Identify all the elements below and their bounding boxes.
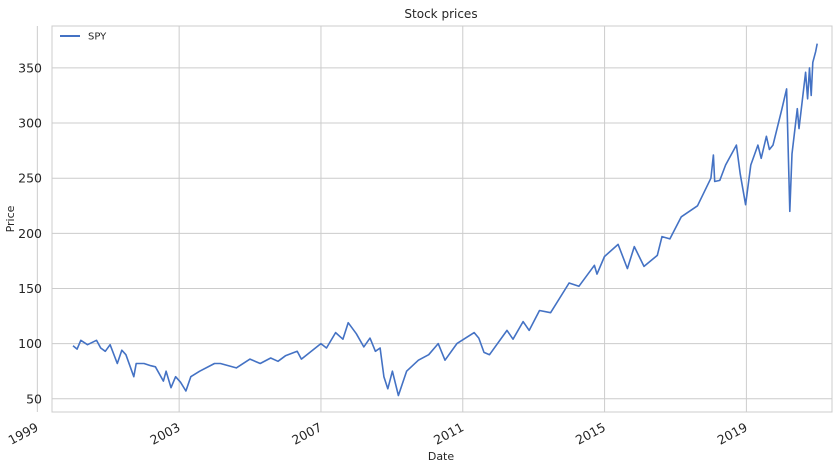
x-tick-label: 2019: [715, 419, 750, 447]
y-tick-label: 350: [18, 60, 42, 75]
x-tick-label: 2011: [431, 419, 466, 447]
x-tick-label: 2007: [289, 419, 324, 447]
x-axis-label: Date: [428, 450, 455, 463]
plot-frame: [51, 25, 833, 413]
series-line-spy: [72, 43, 818, 397]
y-axis-label: Price: [4, 205, 17, 232]
legend-label-spy: SPY: [88, 32, 107, 43]
y-tick-label: 250: [18, 171, 42, 186]
chart-title: Stock prices: [404, 7, 477, 21]
y-tick-label: 100: [18, 336, 42, 351]
y-tick-label: 200: [18, 226, 42, 241]
x-axis-ticks: 1999 2003 2007 2011 2015 2019: [6, 419, 750, 447]
y-tick-label: 300: [18, 116, 42, 131]
y-tick-label: 50: [26, 391, 42, 406]
y-axis-ticks: 50 100 150 200 250 300 350: [18, 60, 42, 406]
x-tick-label: 1999: [6, 419, 41, 447]
x-tick-label: 2015: [573, 419, 608, 447]
grid-lines: [36, 26, 832, 412]
y-tick-label: 150: [18, 281, 42, 296]
legend: SPY: [60, 32, 107, 43]
x-tick-label: 2003: [147, 419, 182, 447]
